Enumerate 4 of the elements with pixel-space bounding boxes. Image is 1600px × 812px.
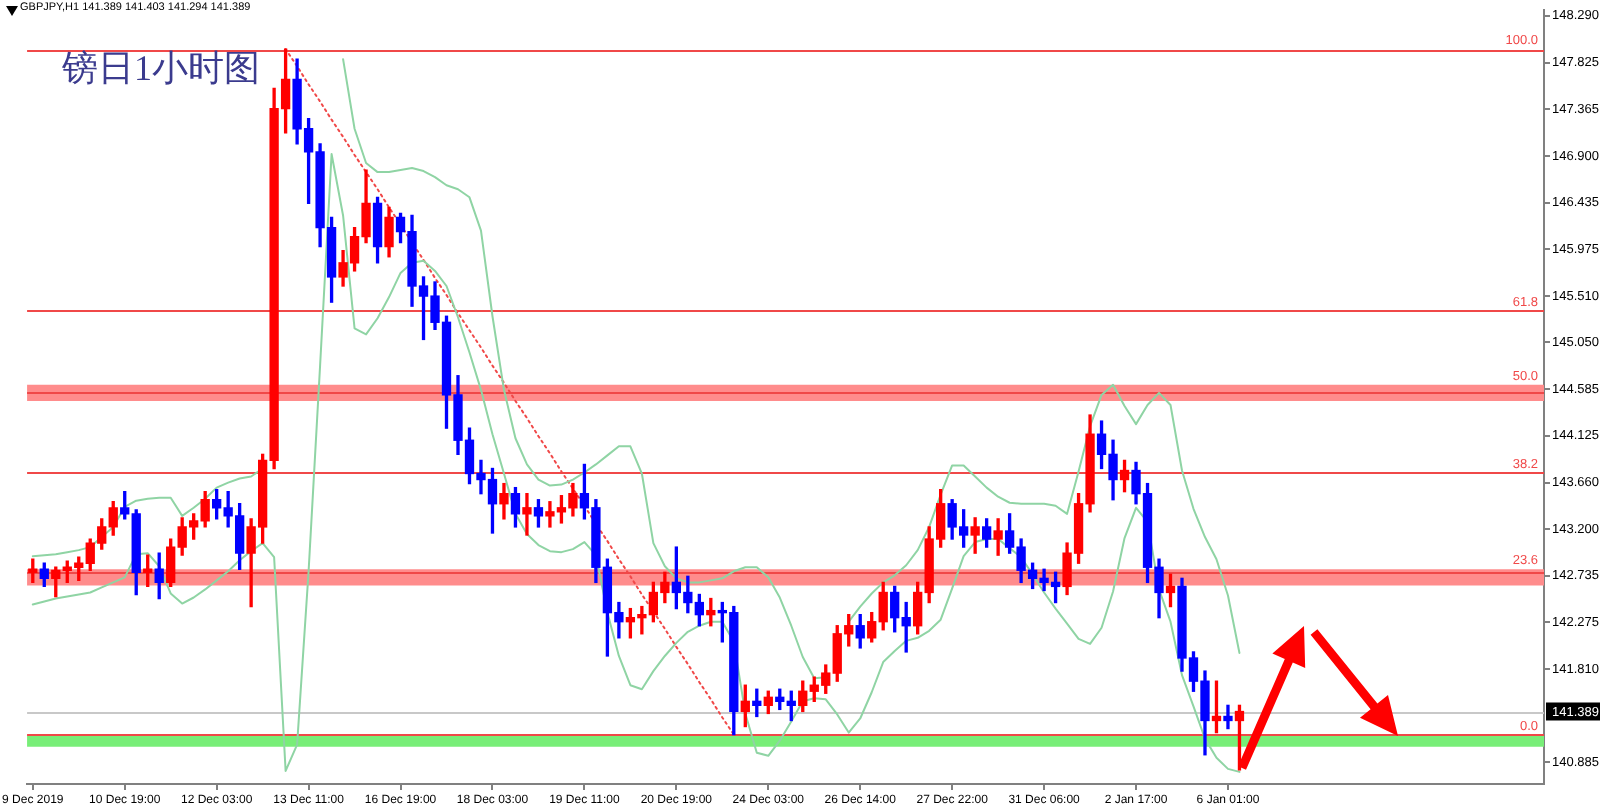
- candlestick: [993, 518, 1003, 556]
- text: 镑日1小时图: [62, 48, 260, 88]
- candlestick: [1223, 704, 1233, 730]
- candlestick: [522, 493, 532, 536]
